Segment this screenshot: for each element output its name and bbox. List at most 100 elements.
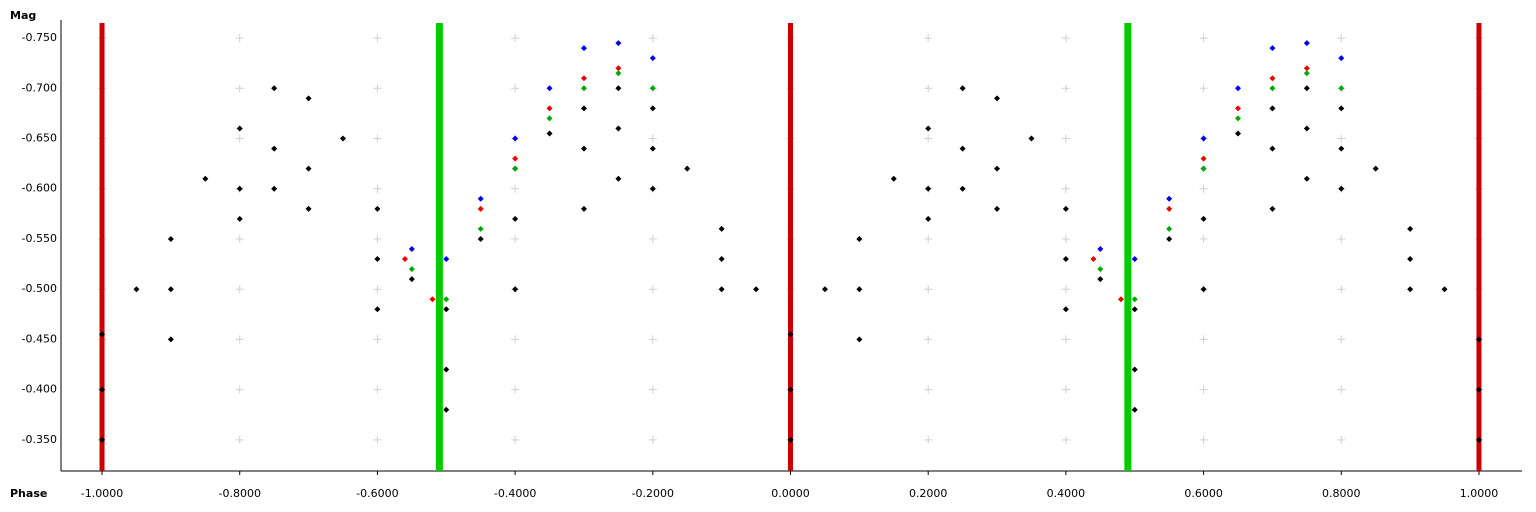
grid-cross bbox=[1199, 184, 1208, 193]
data-point bbox=[753, 286, 760, 293]
data-point bbox=[925, 125, 932, 132]
data-point bbox=[1338, 185, 1345, 192]
data-point bbox=[1269, 85, 1276, 92]
data-point bbox=[615, 70, 622, 77]
data-point bbox=[99, 331, 106, 338]
data-point bbox=[1090, 256, 1097, 263]
data-point bbox=[477, 225, 484, 232]
data-point bbox=[1131, 366, 1138, 373]
data-point bbox=[1131, 406, 1138, 413]
grid-cross bbox=[235, 234, 244, 243]
grid-cross bbox=[373, 435, 382, 444]
data-point bbox=[580, 105, 587, 112]
data-point bbox=[615, 85, 622, 92]
data-point bbox=[580, 205, 587, 212]
y-tick-label: -0.750 bbox=[22, 31, 57, 44]
data-point bbox=[477, 235, 484, 242]
data-point bbox=[408, 266, 415, 273]
data-point bbox=[512, 165, 519, 172]
data-point bbox=[1269, 145, 1276, 152]
data-point bbox=[1407, 225, 1414, 232]
grid-cross bbox=[511, 234, 520, 243]
data-point bbox=[374, 306, 381, 313]
data-point bbox=[959, 185, 966, 192]
grid-cross bbox=[511, 84, 520, 93]
data-point bbox=[167, 336, 174, 343]
grid-cross bbox=[1061, 34, 1070, 43]
data-point bbox=[477, 205, 484, 212]
data-point bbox=[512, 135, 519, 142]
grid-cross bbox=[373, 385, 382, 394]
grid-cross bbox=[235, 34, 244, 43]
data-point bbox=[959, 145, 966, 152]
data-point bbox=[202, 175, 209, 182]
data-point bbox=[1338, 85, 1345, 92]
grid-cross bbox=[1337, 34, 1346, 43]
data-point bbox=[443, 296, 450, 303]
grid-cross bbox=[1061, 184, 1070, 193]
y-tick-label: -0.700 bbox=[22, 81, 57, 94]
grid-cross bbox=[924, 234, 933, 243]
data-point bbox=[994, 165, 1001, 172]
grid-cross bbox=[373, 335, 382, 344]
data-point bbox=[1097, 266, 1104, 273]
data-point bbox=[408, 276, 415, 283]
x-tick-label: -1.0000 bbox=[81, 487, 123, 500]
grid-cross bbox=[235, 335, 244, 344]
data-point bbox=[546, 115, 553, 122]
data-point bbox=[787, 436, 794, 443]
grid-cross bbox=[373, 285, 382, 294]
data-point bbox=[99, 386, 106, 393]
data-point bbox=[408, 246, 415, 253]
data-point bbox=[167, 235, 174, 242]
data-point bbox=[1235, 130, 1242, 137]
data-point bbox=[821, 286, 828, 293]
data-point bbox=[236, 125, 243, 132]
x-tick-label: 0.0000 bbox=[771, 487, 810, 500]
data-point bbox=[1475, 386, 1482, 393]
data-point bbox=[959, 85, 966, 92]
data-point bbox=[1166, 235, 1173, 242]
y-tick-label: -0.500 bbox=[22, 282, 57, 295]
data-point bbox=[615, 65, 622, 72]
data-point bbox=[1097, 246, 1104, 253]
y-tick-label: -0.400 bbox=[22, 383, 57, 396]
data-point bbox=[1338, 145, 1345, 152]
grid-cross bbox=[1199, 335, 1208, 344]
data-point bbox=[99, 436, 106, 443]
grid-cross bbox=[1337, 385, 1346, 394]
data-point bbox=[1097, 276, 1104, 283]
grid-cross bbox=[648, 134, 657, 143]
grid-cross bbox=[511, 184, 520, 193]
grid-cross bbox=[511, 335, 520, 344]
data-point bbox=[649, 145, 656, 152]
grid-cross bbox=[924, 435, 933, 444]
grid-cross bbox=[511, 435, 520, 444]
data-point bbox=[271, 85, 278, 92]
grid-cross bbox=[1061, 234, 1070, 243]
data-point bbox=[1235, 105, 1242, 112]
data-point bbox=[649, 55, 656, 62]
data-point bbox=[856, 336, 863, 343]
data-point bbox=[1407, 286, 1414, 293]
data-point bbox=[994, 95, 1001, 102]
grid-cross bbox=[924, 385, 933, 394]
grid-cross bbox=[648, 385, 657, 394]
data-point bbox=[1269, 45, 1276, 52]
data-point bbox=[994, 205, 1001, 212]
data-point bbox=[718, 256, 725, 263]
grid-cross bbox=[648, 34, 657, 43]
data-point bbox=[856, 286, 863, 293]
y-axis-label: Mag bbox=[10, 9, 36, 22]
data-point bbox=[1062, 205, 1069, 212]
grid-cross bbox=[1061, 335, 1070, 344]
grid-cross bbox=[235, 385, 244, 394]
data-point bbox=[925, 215, 932, 222]
x-tick-label: -0.4000 bbox=[494, 487, 536, 500]
data-point bbox=[429, 296, 436, 303]
grid-cross bbox=[1199, 234, 1208, 243]
data-point bbox=[1303, 175, 1310, 182]
grid-cross bbox=[1199, 84, 1208, 93]
x-tick-label: -0.6000 bbox=[356, 487, 398, 500]
data-point bbox=[1200, 165, 1207, 172]
